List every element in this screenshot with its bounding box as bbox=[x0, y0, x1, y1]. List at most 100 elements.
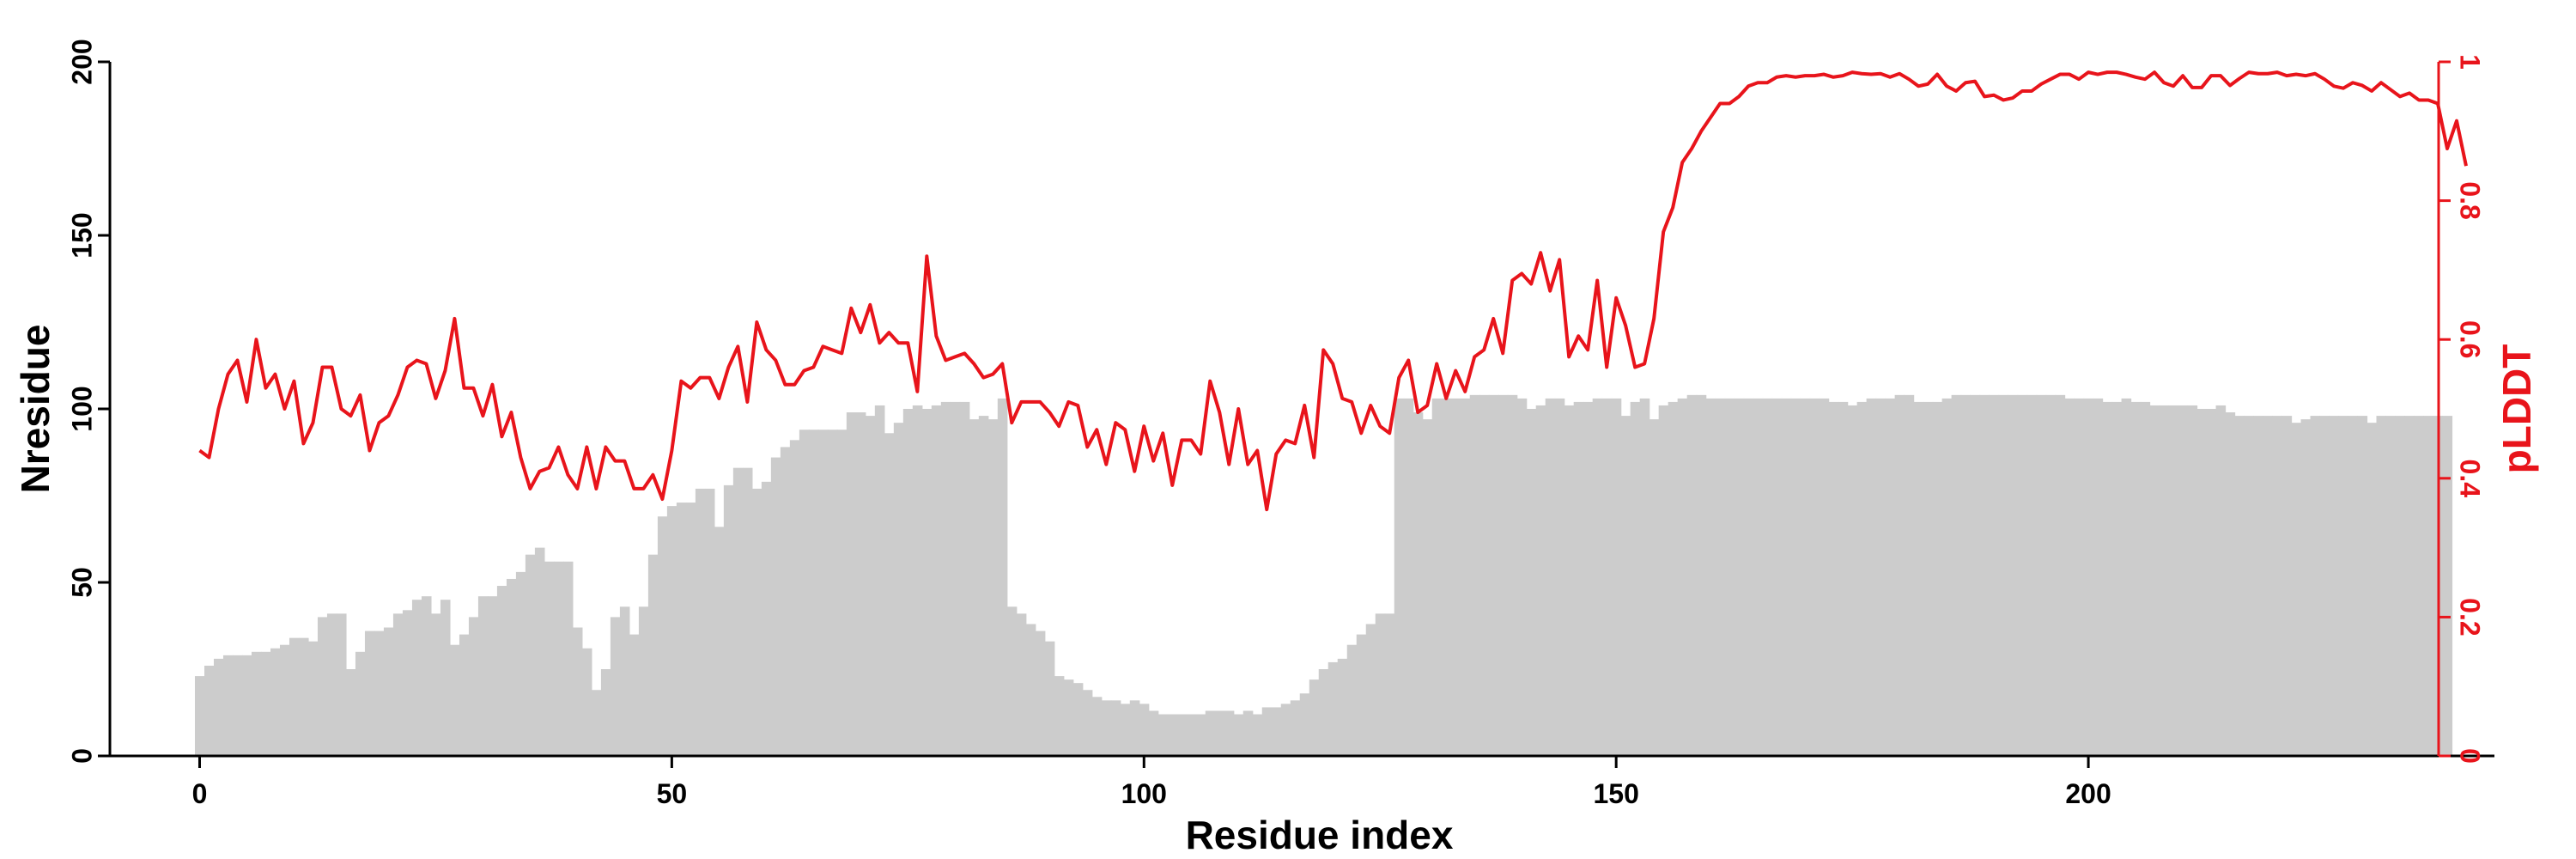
bar bbox=[2026, 394, 2038, 756]
bar bbox=[374, 631, 385, 756]
bar bbox=[1327, 661, 1339, 756]
y-tick-label: 0 bbox=[66, 748, 97, 764]
bar bbox=[1611, 398, 1622, 756]
bar bbox=[1771, 398, 1783, 756]
bar bbox=[2385, 416, 2397, 756]
bar bbox=[1658, 405, 1669, 756]
bar bbox=[1346, 644, 1358, 756]
bar bbox=[279, 644, 290, 756]
bar bbox=[251, 651, 262, 756]
bar bbox=[742, 467, 753, 756]
bar bbox=[1422, 419, 1433, 756]
y2-tick-label: 0.8 bbox=[2455, 181, 2486, 219]
bar bbox=[1734, 398, 1745, 756]
bar bbox=[1781, 398, 1792, 756]
y-axis-title: Nresidue bbox=[13, 325, 58, 494]
bar bbox=[1101, 700, 1112, 756]
bar bbox=[676, 503, 687, 756]
bar bbox=[1790, 398, 1801, 756]
bar bbox=[1224, 710, 1235, 756]
bar bbox=[204, 665, 215, 756]
bar bbox=[421, 596, 432, 756]
bar bbox=[2187, 405, 2198, 756]
bar bbox=[647, 554, 659, 756]
bar bbox=[241, 655, 252, 756]
plddt-line bbox=[198, 70, 2468, 512]
bar bbox=[1072, 683, 1084, 756]
axes: 0 50 100 150 200 0 50 100 150 200 0 0.2 0.4 0.6 0.8 1 bbox=[66, 39, 2494, 809]
bar bbox=[1469, 394, 1480, 756]
y-tick-label: 150 bbox=[66, 212, 97, 258]
y2-tick-label: 0 bbox=[2455, 748, 2486, 764]
bar bbox=[732, 467, 744, 756]
bar bbox=[808, 430, 819, 756]
bar bbox=[591, 690, 602, 756]
bar bbox=[1885, 398, 1896, 756]
bar bbox=[1847, 405, 1858, 756]
bar bbox=[525, 554, 536, 756]
bar bbox=[1535, 405, 1546, 756]
bar bbox=[326, 613, 337, 756]
bar bbox=[449, 644, 460, 756]
bar bbox=[1630, 401, 1641, 756]
bar bbox=[270, 648, 281, 756]
bar bbox=[1186, 714, 1197, 756]
bar bbox=[2168, 405, 2179, 756]
bar bbox=[1479, 394, 1490, 756]
bar bbox=[1299, 693, 1310, 756]
bar bbox=[817, 430, 829, 756]
bar bbox=[2291, 423, 2302, 756]
bar bbox=[780, 447, 791, 756]
bar bbox=[2395, 416, 2406, 756]
bar bbox=[846, 412, 857, 756]
bar bbox=[336, 613, 347, 756]
bar bbox=[1516, 398, 1528, 756]
bar bbox=[978, 416, 989, 756]
bar bbox=[1649, 419, 1660, 756]
y2-tick-label: 1 bbox=[2455, 54, 2486, 70]
bar bbox=[2310, 416, 2321, 756]
bar bbox=[232, 655, 243, 756]
y2-tick-label: 0.2 bbox=[2455, 598, 2486, 636]
bar bbox=[2348, 416, 2359, 756]
bar bbox=[411, 600, 422, 756]
bar bbox=[1403, 398, 1414, 756]
bar bbox=[572, 627, 583, 756]
bar bbox=[1290, 700, 1301, 756]
bar bbox=[997, 398, 1008, 756]
bar bbox=[1394, 398, 1405, 756]
bar bbox=[893, 423, 904, 756]
bar bbox=[1696, 394, 1707, 756]
bar bbox=[2319, 416, 2330, 756]
bar bbox=[581, 648, 592, 756]
bar bbox=[1941, 398, 1953, 756]
bar bbox=[1280, 704, 1291, 756]
bar bbox=[1252, 714, 1263, 756]
bar bbox=[666, 506, 677, 756]
bar bbox=[2083, 398, 2094, 756]
bar bbox=[1035, 631, 1046, 756]
bar bbox=[2234, 416, 2245, 756]
bar bbox=[1337, 658, 1348, 756]
bar bbox=[1913, 401, 1924, 756]
bar bbox=[1460, 398, 1471, 756]
bar bbox=[1214, 710, 1225, 756]
bar bbox=[345, 669, 356, 756]
bar bbox=[468, 617, 479, 756]
bar bbox=[2272, 416, 2283, 756]
bar bbox=[1866, 398, 1877, 756]
x-tick-label: 150 bbox=[1593, 778, 1638, 809]
bar bbox=[2376, 416, 2387, 756]
bar bbox=[2215, 405, 2227, 756]
bar bbox=[1979, 394, 1990, 756]
bar bbox=[1233, 714, 1244, 756]
bar bbox=[2225, 412, 2236, 756]
bar bbox=[1856, 401, 1868, 756]
bar bbox=[695, 488, 706, 756]
bar bbox=[2064, 398, 2075, 756]
bar bbox=[1148, 710, 1159, 756]
bar bbox=[1838, 401, 1849, 756]
x-tick-label: 0 bbox=[192, 778, 208, 809]
bar bbox=[1904, 394, 1915, 756]
